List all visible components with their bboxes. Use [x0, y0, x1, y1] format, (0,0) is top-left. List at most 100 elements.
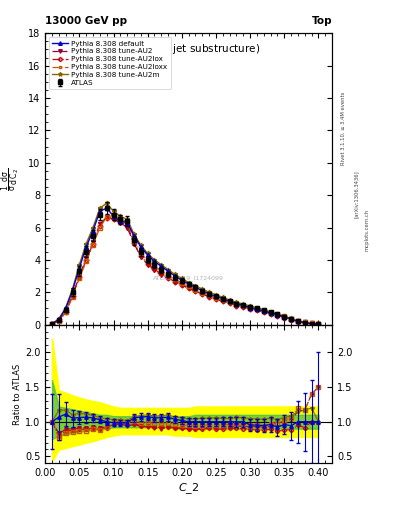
Pythia 8.308 tune-AU2lox: [104, 215, 109, 221]
Pythia 8.308 tune-AU2lox: [166, 275, 171, 281]
Pythia 8.308 default: [309, 321, 314, 327]
Pythia 8.308 tune-AU2m: [180, 275, 184, 282]
Text: $C_2$ (ATLAS jet substructure): $C_2$ (ATLAS jet substructure): [117, 42, 260, 56]
Pythia 8.308 tune-AU2m: [118, 213, 123, 219]
Pythia 8.308 tune-AU2loxx: [159, 268, 163, 274]
Pythia 8.308 tune-AU2: [84, 255, 88, 261]
Pythia 8.308 tune-AU2lox: [118, 219, 123, 225]
Pythia 8.308 tune-AU2: [261, 308, 266, 314]
Legend: Pythia 8.308 default, Pythia 8.308 tune-AU2, Pythia 8.308 tune-AU2lox, Pythia 8.: Pythia 8.308 default, Pythia 8.308 tune-…: [49, 37, 171, 90]
Pythia 8.308 tune-AU2: [241, 304, 246, 310]
Pythia 8.308 default: [200, 288, 205, 294]
Pythia 8.308 default: [152, 259, 157, 265]
Pythia 8.308 tune-AU2loxx: [289, 315, 294, 322]
Pythia 8.308 default: [296, 318, 300, 325]
Pythia 8.308 tune-AU2lox: [159, 271, 163, 277]
Pythia 8.308 tune-AU2lox: [248, 306, 252, 312]
Pythia 8.308 tune-AU2m: [302, 319, 307, 326]
Pythia 8.308 tune-AU2m: [104, 200, 109, 206]
Text: ATLAS_2019_I1724099: ATLAS_2019_I1724099: [153, 275, 224, 281]
Line: Pythia 8.308 tune-AU2: Pythia 8.308 tune-AU2: [50, 215, 321, 326]
Pythia 8.308 default: [97, 208, 102, 215]
Pythia 8.308 default: [180, 277, 184, 283]
Pythia 8.308 tune-AU2m: [234, 299, 239, 305]
Pythia 8.308 default: [186, 281, 191, 287]
Pythia 8.308 tune-AU2loxx: [173, 276, 177, 283]
Pythia 8.308 tune-AU2: [91, 239, 95, 245]
Pythia 8.308 tune-AU2loxx: [220, 297, 225, 303]
Pythia 8.308 tune-AU2: [104, 214, 109, 220]
Pythia 8.308 default: [220, 295, 225, 302]
X-axis label: $C\_2$: $C\_2$: [178, 481, 199, 496]
Pythia 8.308 default: [104, 205, 109, 211]
Pythia 8.308 tune-AU2: [275, 312, 280, 318]
Pythia 8.308 tune-AU2lox: [132, 240, 136, 246]
Y-axis label: Ratio to ATLAS: Ratio to ATLAS: [13, 364, 22, 424]
Pythia 8.308 tune-AU2lox: [111, 216, 116, 222]
Pythia 8.308 tune-AU2loxx: [275, 311, 280, 317]
Pythia 8.308 tune-AU2m: [166, 267, 171, 273]
Pythia 8.308 tune-AU2: [289, 316, 294, 322]
Pythia 8.308 tune-AU2loxx: [282, 313, 286, 319]
Pythia 8.308 tune-AU2lox: [214, 296, 219, 302]
Pythia 8.308 tune-AU2m: [91, 224, 95, 230]
Pythia 8.308 tune-AU2lox: [282, 314, 286, 321]
Pythia 8.308 tune-AU2lox: [125, 222, 130, 228]
Pythia 8.308 tune-AU2: [302, 319, 307, 326]
Pythia 8.308 tune-AU2lox: [193, 288, 198, 294]
Pythia 8.308 tune-AU2m: [132, 231, 136, 237]
Pythia 8.308 default: [145, 252, 150, 258]
Pythia 8.308 tune-AU2lox: [220, 298, 225, 305]
Pythia 8.308 default: [63, 305, 68, 311]
Pythia 8.308 tune-AU2lox: [70, 293, 75, 300]
Pythia 8.308 tune-AU2m: [77, 262, 82, 268]
Pythia 8.308 tune-AU2loxx: [261, 308, 266, 314]
Pythia 8.308 tune-AU2m: [70, 286, 75, 292]
Pythia 8.308 tune-AU2lox: [63, 309, 68, 315]
Pythia 8.308 tune-AU2: [118, 220, 123, 226]
Pythia 8.308 tune-AU2lox: [289, 316, 294, 323]
Pythia 8.308 tune-AU2lox: [268, 311, 273, 317]
Pythia 8.308 tune-AU2: [77, 273, 82, 279]
Pythia 8.308 tune-AU2: [200, 291, 205, 297]
Pythia 8.308 tune-AU2loxx: [200, 289, 205, 295]
Pythia 8.308 tune-AU2loxx: [84, 259, 88, 265]
Pythia 8.308 tune-AU2loxx: [296, 317, 300, 324]
Pythia 8.308 default: [111, 213, 116, 219]
Text: [arXiv:1306.3436]: [arXiv:1306.3436]: [354, 170, 359, 219]
Pythia 8.308 tune-AU2m: [152, 257, 157, 263]
Pythia 8.308 tune-AU2loxx: [138, 249, 143, 255]
Pythia 8.308 tune-AU2lox: [207, 294, 211, 300]
Pythia 8.308 tune-AU2m: [268, 309, 273, 315]
Pythia 8.308 tune-AU2m: [57, 316, 61, 322]
Pythia 8.308 tune-AU2: [145, 262, 150, 268]
Pythia 8.308 tune-AU2m: [145, 250, 150, 257]
Pythia 8.308 tune-AU2: [125, 224, 130, 230]
Pythia 8.308 tune-AU2m: [193, 283, 198, 289]
Pythia 8.308 default: [50, 321, 54, 327]
Pythia 8.308 tune-AU2lox: [84, 257, 88, 263]
Pythia 8.308 tune-AU2lox: [309, 321, 314, 327]
Pythia 8.308 tune-AU2m: [316, 321, 321, 327]
Pythia 8.308 tune-AU2m: [138, 242, 143, 248]
Pythia 8.308 tune-AU2loxx: [57, 318, 61, 324]
Pythia 8.308 tune-AU2lox: [316, 321, 321, 327]
Pythia 8.308 tune-AU2loxx: [70, 294, 75, 300]
Pythia 8.308 tune-AU2lox: [302, 320, 307, 326]
Pythia 8.308 tune-AU2lox: [138, 253, 143, 259]
Pythia 8.308 tune-AU2: [138, 253, 143, 260]
Pythia 8.308 tune-AU2loxx: [132, 237, 136, 243]
Pythia 8.308 default: [302, 319, 307, 326]
Pythia 8.308 tune-AU2loxx: [97, 224, 102, 230]
Pythia 8.308 tune-AU2: [50, 321, 54, 327]
Pythia 8.308 tune-AU2lox: [145, 261, 150, 267]
Pythia 8.308 tune-AU2loxx: [255, 306, 259, 312]
Pythia 8.308 tune-AU2: [186, 285, 191, 291]
Pythia 8.308 tune-AU2m: [84, 241, 88, 247]
Pythia 8.308 tune-AU2loxx: [193, 286, 198, 292]
Pythia 8.308 tune-AU2m: [241, 301, 246, 307]
Pythia 8.308 default: [166, 268, 171, 274]
Pythia 8.308 tune-AU2lox: [97, 223, 102, 229]
Pythia 8.308 tune-AU2loxx: [111, 212, 116, 219]
Pythia 8.308 tune-AU2: [316, 321, 321, 327]
